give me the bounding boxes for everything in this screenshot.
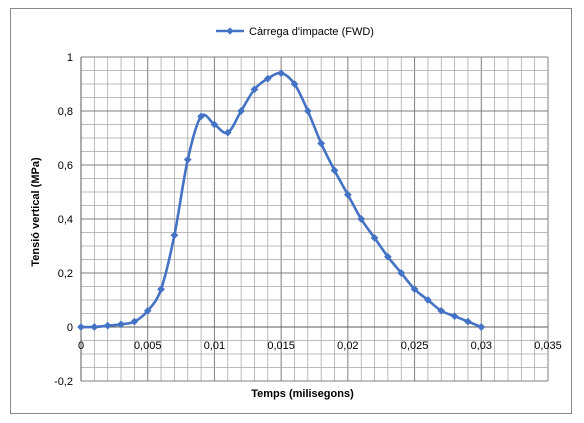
data-point	[117, 320, 125, 329]
x-tick-label: 0	[78, 340, 84, 352]
legend-label: Càrrega d'impacte (FWD)	[249, 26, 374, 38]
data-point	[237, 107, 246, 115]
data-point	[210, 120, 219, 129]
y-tick-label: 0,8	[58, 106, 73, 118]
data-point	[263, 74, 272, 83]
x-tick-label: 0,035	[534, 340, 562, 352]
data-point	[423, 296, 432, 304]
data-point	[223, 128, 232, 137]
data-point	[143, 306, 152, 315]
data-point	[170, 231, 179, 240]
data-point	[397, 269, 406, 277]
data-point	[157, 285, 166, 294]
x-tick-label: 0,025	[401, 340, 429, 352]
y-tick-label: 0	[67, 322, 73, 334]
x-axis-title: Temps (milisegons)	[251, 388, 354, 400]
data-point	[357, 215, 366, 223]
data-point	[450, 312, 459, 321]
y-tick-label: 0,4	[58, 214, 73, 226]
line-chart: 0 0,005 0,01 0,015 0,02 0,025 0,03 0,035 -0,2 0 0,…	[30, 26, 562, 400]
legend-marker-icon	[226, 27, 234, 35]
data-point	[103, 321, 112, 330]
y-tick-label: 0,2	[58, 268, 73, 280]
data-point	[77, 323, 85, 331]
series-layer	[77, 69, 486, 331]
data-point	[343, 190, 352, 199]
data-point	[383, 252, 392, 261]
axes: 0 0,005 0,01 0,015 0,02 0,025 0,03 0,035 -0,2 0 0,…	[54, 52, 562, 388]
chart-frame: 0 0,005 0,01 0,015 0,02 0,025 0,03 0,035 -0,2 0 0,…	[10, 8, 572, 414]
data-point	[197, 112, 206, 121]
y-tick-label: 1	[67, 52, 73, 64]
data-point	[90, 323, 99, 331]
grid	[80, 56, 549, 382]
data-point	[463, 317, 472, 326]
data-point	[277, 69, 286, 78]
data-point	[130, 317, 139, 326]
x-tick-label: 0,02	[337, 340, 358, 352]
legend: Càrrega d'impacte (FWD)	[216, 26, 374, 38]
y-axis-title: Tensió vertical (MPa)	[30, 157, 42, 267]
data-point	[303, 107, 312, 115]
data-point	[290, 80, 299, 88]
y-tick-label: -0,2	[54, 376, 73, 388]
x-tick-label: 0,005	[134, 340, 162, 352]
data-point	[330, 166, 339, 175]
data-point	[477, 323, 486, 331]
x-tick-label: 0,015	[267, 340, 295, 352]
data-point	[183, 155, 192, 164]
data-point	[370, 233, 379, 242]
x-tick-label: 0,01	[204, 340, 225, 352]
y-tick-label: 0,6	[58, 160, 73, 172]
data-point	[250, 85, 259, 94]
x-tick-label: 0,03	[471, 340, 492, 352]
data-point	[317, 139, 326, 148]
data-point	[437, 306, 446, 315]
data-point	[410, 285, 419, 294]
